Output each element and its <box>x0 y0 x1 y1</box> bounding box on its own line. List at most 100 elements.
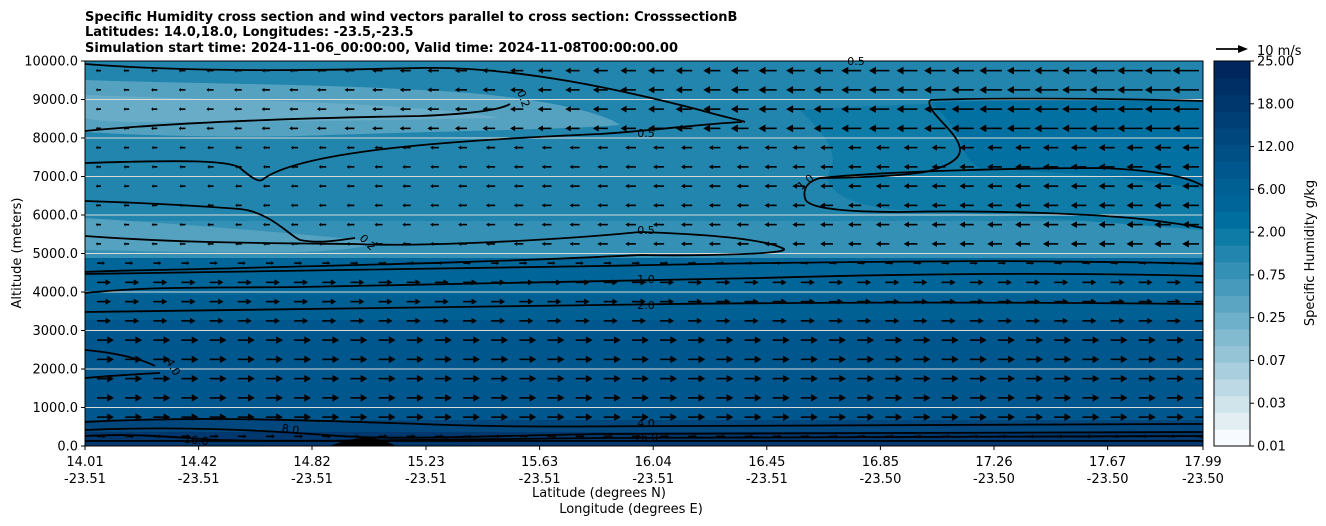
wind-vector-head <box>96 126 98 131</box>
wind-vector-head <box>625 145 630 150</box>
wind-vector-head <box>497 434 501 439</box>
wind-vector-head <box>837 298 843 305</box>
wind-vector-head <box>987 240 993 248</box>
wind-vector-head <box>893 317 900 324</box>
wind-vector-head <box>557 413 565 421</box>
wind-vector-head <box>1006 279 1012 286</box>
wind-vector-head <box>388 394 396 402</box>
wind-vector-head <box>207 164 210 169</box>
wind-vector-head <box>868 124 876 133</box>
x-axis: 14.01 -23.51 14.42 -23.51 14.82 -23.51 15.23 -2… <box>64 446 1224 487</box>
wind-vector-head <box>569 203 574 208</box>
wind-vector-head <box>263 222 266 227</box>
wind-vector-head <box>485 164 490 169</box>
wind-vector-head <box>959 163 965 170</box>
x-tick-label-lon: -23.51 <box>632 472 674 487</box>
wind-vector-head <box>648 105 655 113</box>
contour-line <box>85 121 743 182</box>
wind-vector-head <box>625 203 630 208</box>
wind-vector-head <box>903 144 909 151</box>
y-axis-label: Altitude (meters) <box>10 198 25 309</box>
wind-vector-head <box>304 394 312 402</box>
x-tick-label-lat: 17.26 <box>975 455 1012 470</box>
wind-vector-head <box>847 164 854 170</box>
wind-vector-head <box>485 145 490 150</box>
wind-vector-head <box>614 355 621 364</box>
wind-vector-head <box>471 317 477 324</box>
wind-vector-head <box>1090 279 1097 286</box>
wind-vector-head <box>696 317 703 324</box>
wind-vector-head <box>959 183 965 190</box>
wind-vector-head <box>133 298 140 305</box>
wind-vector-head <box>501 355 509 364</box>
wind-vector-head <box>847 183 854 189</box>
wind-vector-head <box>569 222 574 227</box>
wind-vector-head <box>736 202 742 208</box>
wind-vector-head <box>868 105 876 113</box>
wind-vector-head <box>1034 317 1041 324</box>
contour-line <box>85 349 156 367</box>
wind-vector-head <box>161 279 168 286</box>
wind-vector-head <box>123 107 126 112</box>
wind-vector-head <box>786 105 794 113</box>
wind-vector-head <box>896 105 904 113</box>
wind-vector-head <box>614 394 621 402</box>
wind-vector-head <box>246 279 252 286</box>
wind-vector-head <box>501 394 509 402</box>
wind-vector-head <box>1062 66 1070 75</box>
colorbar-segment <box>1214 328 1250 347</box>
wind-vector-head <box>1042 221 1049 228</box>
y-tick-label: 3000.0 <box>33 324 79 339</box>
wind-vector-head <box>1036 374 1044 383</box>
wind-vector-head <box>867 355 875 364</box>
x-tick-label-lat: 15.63 <box>521 455 558 470</box>
wind-vector-head <box>1062 105 1070 113</box>
wind-vector-head <box>730 124 738 133</box>
chart-title-line-3: Simulation start time: 2024-11-06_00:00:… <box>85 41 678 56</box>
wind-vector-head <box>557 374 565 383</box>
wind-vector-head <box>847 221 854 228</box>
wind-vector-head <box>680 241 686 247</box>
wind-vector-head <box>219 394 227 402</box>
wind-vector-head <box>276 336 283 344</box>
wind-vector-head <box>670 336 678 344</box>
colorbar-segment <box>1214 194 1250 213</box>
wind-vector-head <box>219 336 227 344</box>
wind-vector-head <box>427 68 432 74</box>
wind-vector-head <box>159 434 163 439</box>
wind-vector-head <box>625 222 630 227</box>
wind-vector-head <box>698 355 706 364</box>
wind-vector-head <box>1031 261 1035 266</box>
wind-vector-head <box>839 374 846 383</box>
wind-vector-head <box>96 87 98 92</box>
wind-vector-head <box>1154 144 1161 152</box>
wind-vector-head <box>372 126 376 131</box>
wind-vector-head <box>1008 394 1015 402</box>
wind-vector-head <box>903 202 909 209</box>
wind-vector-head <box>372 68 376 73</box>
wind-vector-head <box>473 336 480 344</box>
wind-vector-head <box>1092 394 1100 402</box>
wind-vector-head <box>980 336 987 344</box>
wind-vector-head <box>959 221 965 228</box>
wind-vector-head <box>837 317 843 324</box>
wind-vector-head <box>924 124 932 133</box>
wind-vector-head <box>130 261 134 266</box>
wind-vector-head <box>123 68 126 73</box>
wind-vector-head <box>416 374 424 383</box>
wind-vector-head <box>135 394 143 402</box>
wind-vector-head <box>841 124 849 133</box>
wind-vector-head <box>133 279 140 286</box>
wind-vector-head <box>875 164 881 170</box>
wind-vector-head <box>206 126 209 131</box>
wind-vector-head <box>524 261 528 266</box>
wind-vector-head <box>215 434 219 439</box>
wind-vector-head <box>724 298 731 305</box>
wind-vector-head <box>482 87 488 93</box>
wind-vector-head <box>485 184 490 189</box>
wind-vector-head <box>862 261 866 266</box>
wind-vector-head <box>304 336 312 344</box>
wind-vector-head <box>107 413 114 421</box>
wind-vector-head <box>360 413 368 421</box>
wind-vector-head <box>344 68 349 73</box>
